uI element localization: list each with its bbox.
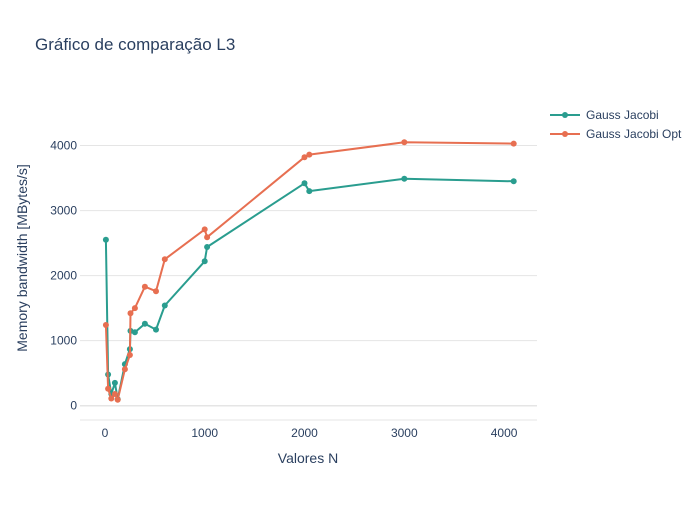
series-2-point (301, 154, 308, 161)
x-tick-label: 1000 (191, 426, 218, 440)
tick-layer: 0 1000 2000 3000 4000 0 1000 2000 3000 4000 (50, 139, 517, 440)
series-1-point (141, 320, 148, 327)
y-tick-label: 2000 (50, 269, 77, 283)
chart-title: Gráfico de comparação L3 (35, 35, 235, 54)
x-tick-label: 3000 (391, 426, 418, 440)
x-tick-label: 0 (102, 426, 109, 440)
series-2-point (111, 391, 118, 397)
series-2-point (121, 366, 128, 373)
series-1-point (401, 175, 408, 182)
grid-layer (80, 145, 537, 421)
legend: Gauss Jacobi Gauss Jacobi Opt (550, 108, 682, 141)
series-2-point (306, 151, 313, 158)
series-2-point (102, 322, 109, 328)
series-1-point (102, 236, 109, 243)
legend-label-2: Gauss Jacobi Opt (586, 127, 682, 141)
series-2-point (114, 396, 121, 403)
series-2-point (204, 234, 211, 241)
series-2-point (126, 352, 133, 358)
series-1-point (161, 302, 168, 309)
legend-marker-2 (562, 131, 568, 137)
y-axis-title: Memory bandwidth [MBytes/s] (14, 164, 30, 352)
series-2-point (510, 140, 517, 147)
series-2-point (401, 139, 408, 146)
series-1-point (510, 178, 517, 185)
x-tick-label: 4000 (491, 426, 518, 440)
series-2-point (161, 256, 168, 263)
x-tick-label: 2000 (291, 426, 318, 440)
series-2-point (153, 288, 159, 295)
series-1-point (306, 188, 313, 195)
x-axis-title: Valores N (278, 450, 338, 466)
series-2-point (131, 305, 138, 312)
series-1-point (153, 326, 159, 333)
series-1-point (201, 258, 208, 265)
legend-label-1: Gauss Jacobi (586, 108, 659, 122)
series-2-point (127, 310, 134, 317)
series-layer (102, 139, 517, 403)
series-1-point (111, 379, 118, 386)
y-tick-label: 4000 (50, 139, 77, 153)
series-2-point (108, 395, 115, 402)
series-2-point (105, 385, 112, 392)
series-1-point (301, 180, 308, 187)
y-tick-label: 3000 (50, 204, 77, 218)
series-1-point (131, 329, 138, 336)
series-2-point (201, 226, 208, 233)
y-tick-label: 1000 (50, 334, 77, 348)
series-1-point (204, 244, 211, 250)
y-tick-label: 0 (70, 399, 77, 413)
series-2-point (141, 283, 148, 290)
legend-marker-1 (562, 112, 568, 118)
